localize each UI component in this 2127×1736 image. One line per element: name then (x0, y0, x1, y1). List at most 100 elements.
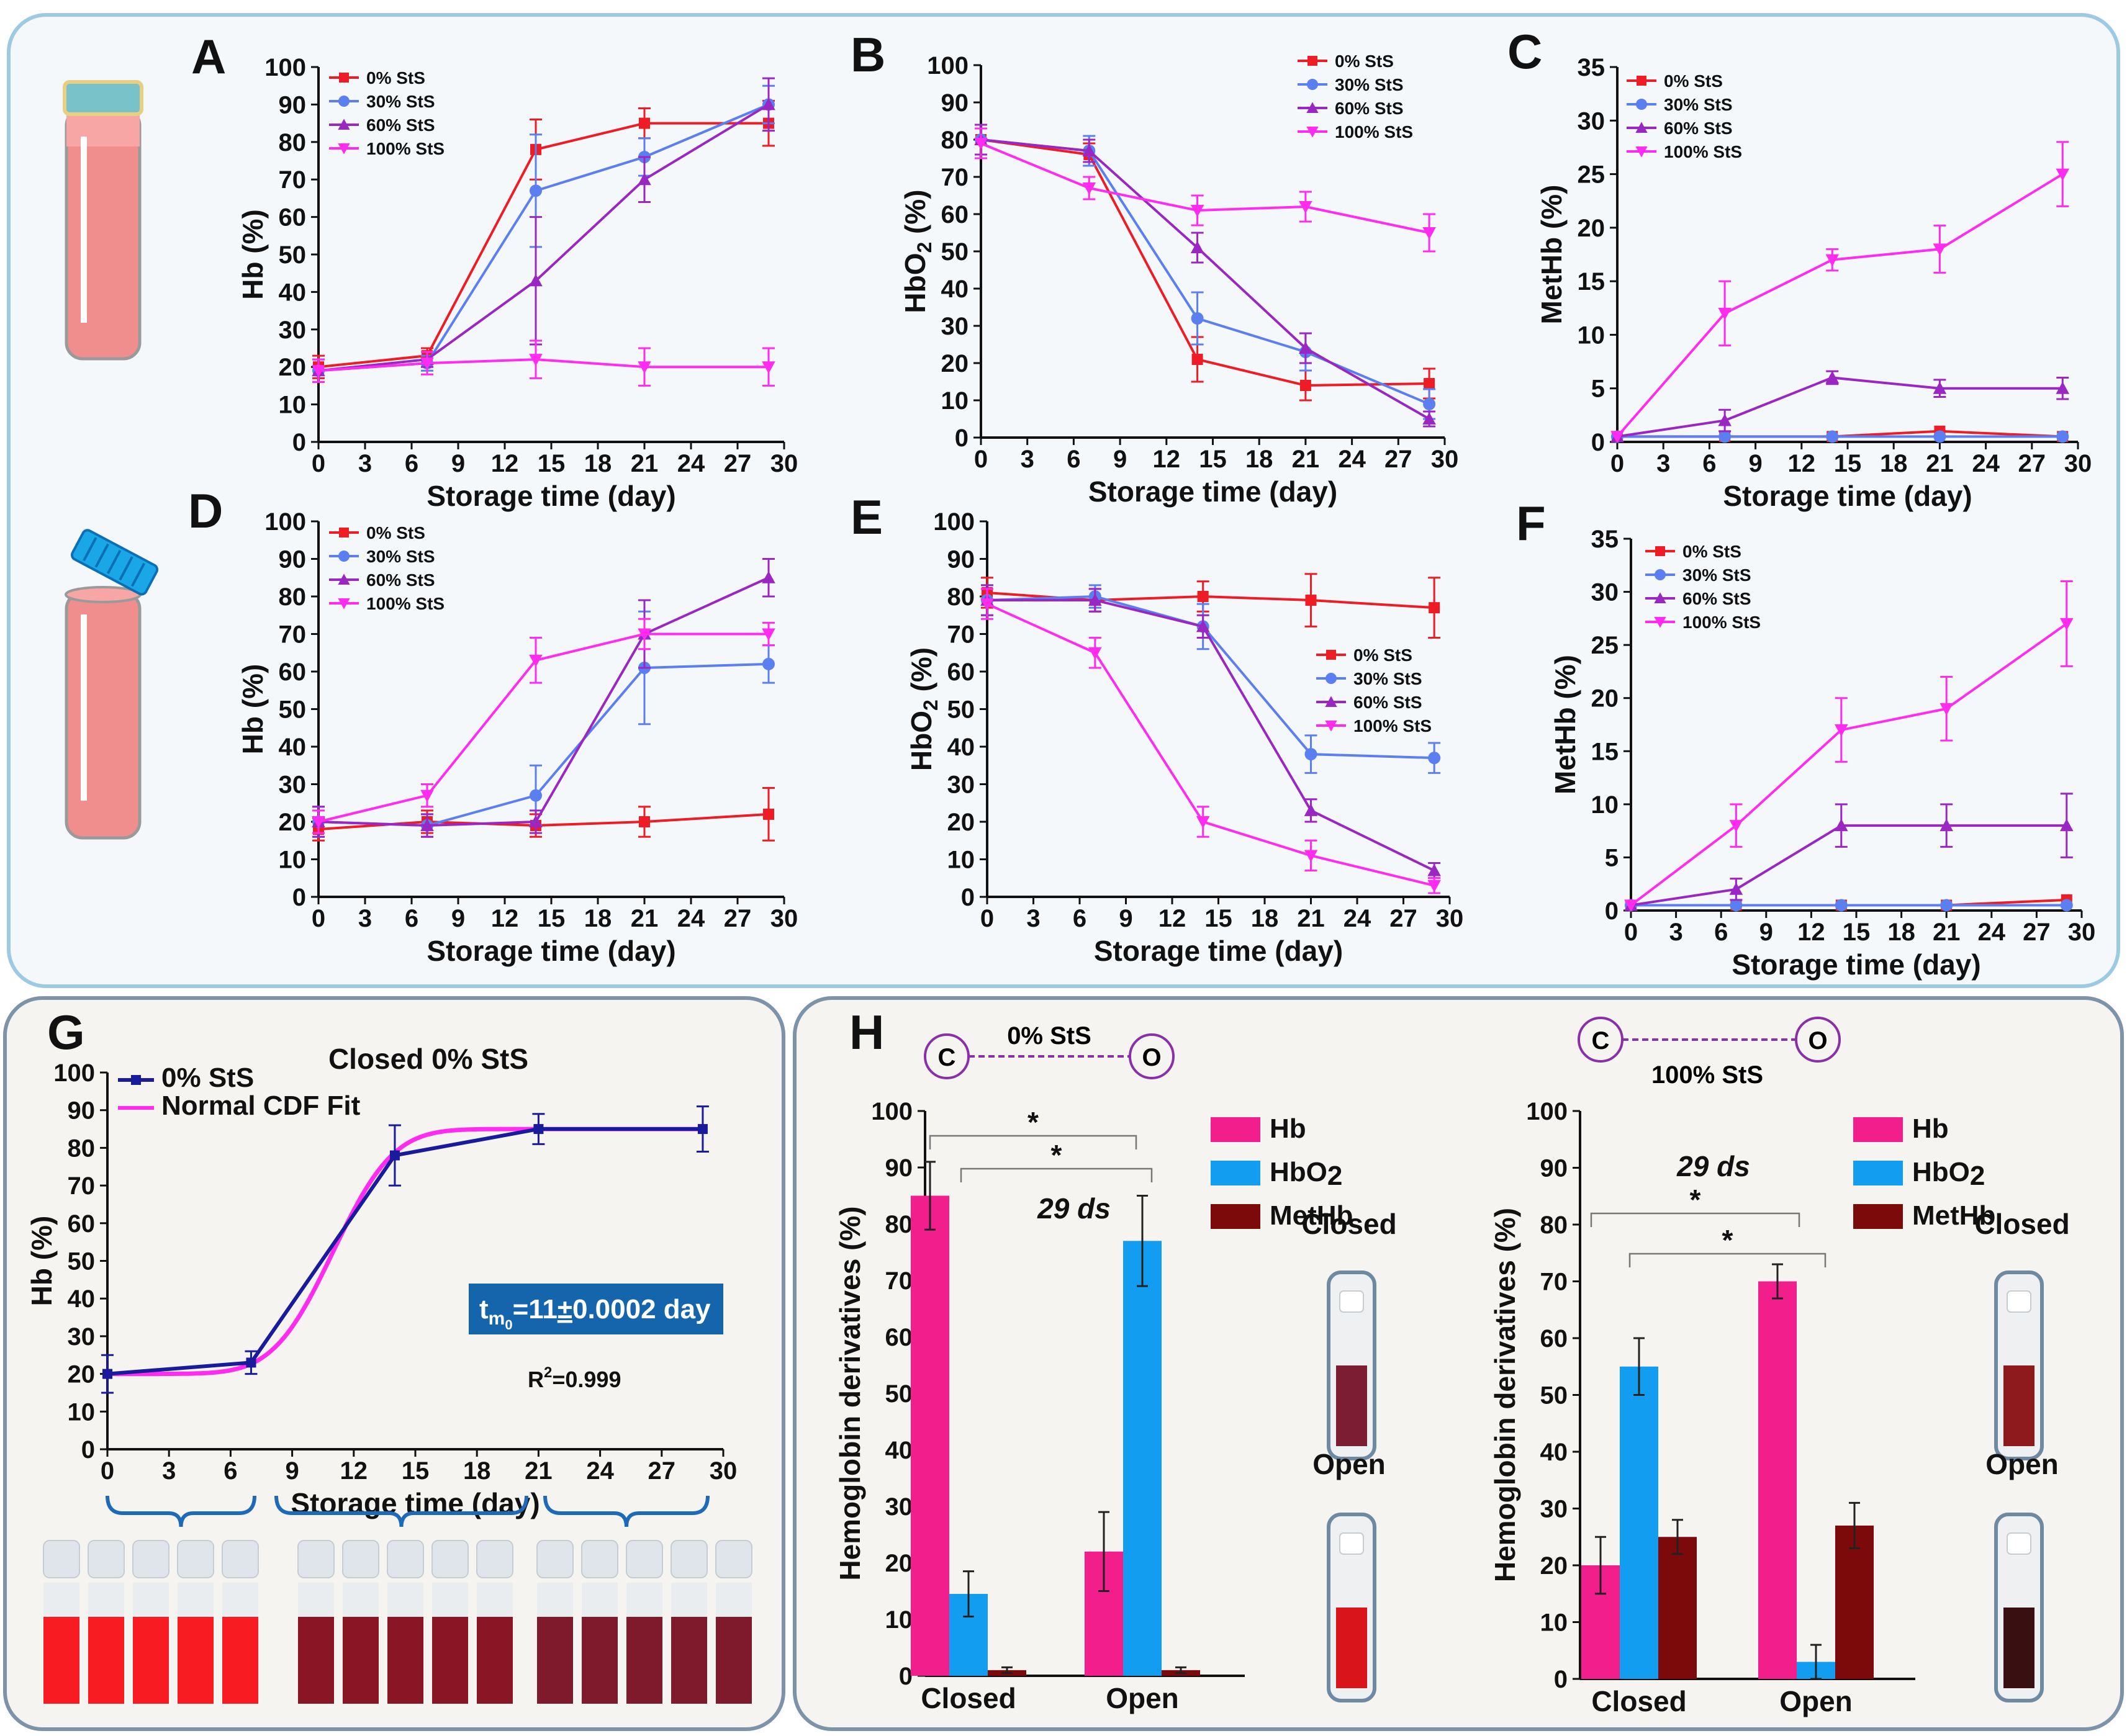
a-y-tick-label: 70 (279, 166, 307, 194)
d-y-tick-label: 60 (279, 659, 307, 686)
h2-y-tick-label: 40 (1540, 1439, 1568, 1466)
c-point-30-sts (2056, 430, 2069, 443)
b-legend-label: 0% StS (1335, 52, 1394, 71)
d-point-60-sts (529, 815, 543, 827)
c-y-tick-label: 5 (1591, 376, 1605, 403)
g-vial-neck (537, 1583, 573, 1620)
d-x-tick-label: 12 (491, 905, 519, 932)
g-y-tick-label: 90 (68, 1097, 96, 1125)
g-y-tick-label: 30 (68, 1323, 96, 1351)
g-vial-cap (177, 1540, 214, 1578)
b-y-tick-label: 50 (941, 238, 969, 266)
h2-y-tick-label: 90 (1540, 1155, 1568, 1182)
c-x-tick-label: 9 (1748, 450, 1762, 477)
g-day-group-brace (106, 1495, 256, 1527)
tm0-annotation-box (469, 1284, 723, 1334)
h1-legend-label: Hb (1270, 1113, 1306, 1144)
g-vial-neck (477, 1583, 513, 1620)
g-vial-cap (297, 1540, 335, 1578)
g-y-tick-label: 100 (53, 1059, 95, 1087)
f-point-100-sts (1835, 724, 1848, 737)
b-legend-marker (1307, 79, 1318, 90)
d-x-tick-label: 30 (770, 905, 798, 932)
d-legend-label: 60% StS (366, 570, 435, 590)
h2-vial-cap (2007, 1290, 2031, 1313)
d-legend-marker (338, 573, 350, 585)
b-point-100-sts (1299, 201, 1312, 214)
g-vial-neck (88, 1583, 124, 1620)
d-point-100-sts (529, 654, 543, 667)
f-y-tick-label: 20 (1591, 685, 1619, 713)
c-x-tick-label: 27 (2018, 450, 2046, 477)
h2-category-label: Open (1779, 1685, 1853, 1717)
e-y-axis-label-part2: (%) (905, 647, 937, 699)
f-point-60-sts (2060, 819, 2074, 832)
c-point-30-sts (1718, 430, 1732, 443)
e-x-tick-label: 27 (1389, 905, 1417, 932)
g-vial-blood (537, 1617, 573, 1704)
g-y-tick-label: 80 (68, 1135, 96, 1162)
h1-y-tick-label: 50 (885, 1380, 913, 1408)
c-legend-label: 60% StS (1664, 119, 1733, 138)
h2-legend-label: Hb (1912, 1113, 1949, 1144)
b-point-100-sts (1190, 205, 1204, 217)
panel-label-b: B (851, 27, 885, 82)
a-legend-label: 100% StS (366, 139, 445, 158)
g-vial-blood (716, 1617, 752, 1704)
b-y-tick-label: 60 (941, 201, 969, 228)
e-point-60-sts (1427, 863, 1441, 876)
h2-bar-hb-open (1758, 1281, 1797, 1679)
a-legend-label: 60% StS (366, 115, 435, 135)
e-x-tick-label: 24 (1343, 905, 1371, 932)
h1-y-tick-label: 100 (871, 1098, 913, 1125)
tm0-sub-m: m (489, 1308, 505, 1329)
e-point-0-sts (1197, 591, 1209, 602)
a-point-100-sts (312, 365, 325, 378)
f-point-100-sts (1624, 899, 1638, 912)
c-point-100-sts (1825, 254, 1840, 267)
e-x-tick-label: 6 (1073, 905, 1086, 932)
f-x-tick-label: 27 (2023, 919, 2051, 946)
h1-category-label: Closed (921, 1682, 1016, 1714)
h2-legend-swatch (1853, 1117, 1903, 1142)
c-point-100-sts (2056, 168, 2070, 181)
b-x-tick-label: 3 (1021, 446, 1034, 473)
a-y-tick-label: 40 (279, 279, 307, 306)
h1-y-tick-label: 30 (885, 1493, 913, 1521)
d-y-tick-label: 40 (279, 734, 307, 761)
h1-vial-label-closed: Closed (1301, 1208, 1396, 1240)
chart-d-hb-open: 0 3 6 9 12 15 18 21 24 27 30 0 10 20 30 40 50 60 70 80 90 100… (237, 508, 798, 967)
b-legend-label: 60% StS (1335, 99, 1404, 118)
f-x-tick-label: 21 (1933, 919, 1961, 946)
h1-y-tick-label: 20 (885, 1550, 913, 1577)
d-x-tick-label: 0 (312, 905, 325, 932)
c-legend-marker (1637, 76, 1646, 86)
c-y-tick-label: 15 (1578, 268, 1605, 295)
g-y-tick-label: 60 (68, 1210, 96, 1238)
f-x-tick-label: 18 (1887, 919, 1915, 946)
e-point-30-sts (1428, 752, 1441, 765)
g-y-axis-label: Hb (%) (25, 1216, 58, 1306)
e-x-tick-label: 9 (1119, 905, 1132, 932)
h1-y-tick-label: 40 (885, 1437, 913, 1464)
a-x-tick-label: 3 (358, 450, 372, 477)
c-legend-label: 100% StS (1664, 142, 1742, 161)
panel-label-g: G (47, 1005, 85, 1059)
h2-y-tick-label: 10 (1540, 1609, 1568, 1637)
panel-label-a: A (191, 29, 226, 84)
a-x-tick-label: 30 (770, 450, 798, 477)
g-x-tick-label: 0 (101, 1457, 114, 1485)
e-y-tick-label: 60 (947, 659, 975, 686)
f-legend-label: 60% StS (1682, 589, 1751, 608)
c-y-tick-label: 30 (1578, 107, 1605, 135)
b-y-axis-label-part1: HbO (899, 253, 931, 313)
panel-label-d: D (188, 483, 223, 538)
e-legend-marker (1325, 696, 1337, 707)
a-legend-label: 0% StS (366, 68, 425, 88)
d-point-100-sts (762, 628, 775, 641)
g-vial-blood (343, 1617, 379, 1704)
g-vial-cap (222, 1540, 259, 1578)
a-legend-marker (338, 143, 350, 155)
g-vial-cap (476, 1540, 513, 1578)
d-legend-label: 30% StS (366, 547, 435, 566)
